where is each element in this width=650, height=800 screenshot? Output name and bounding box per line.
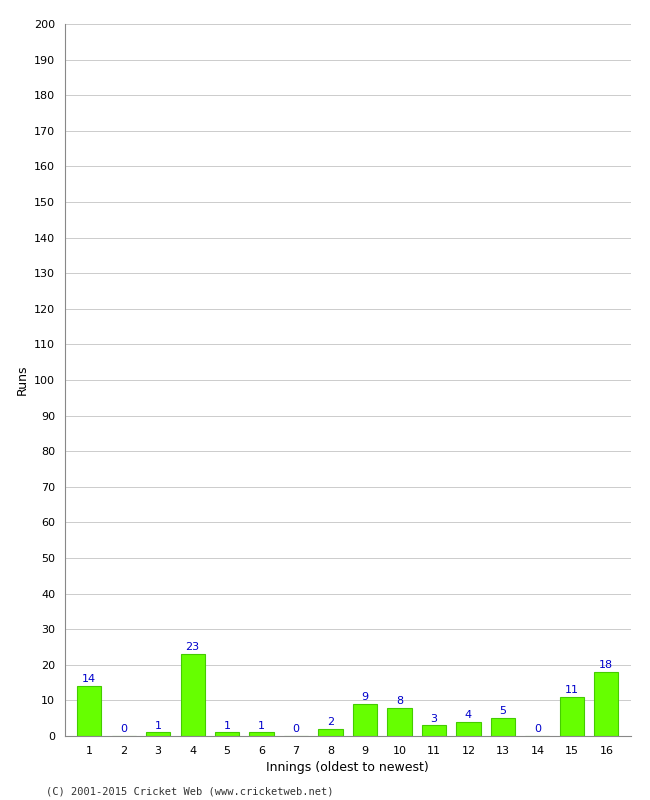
Bar [491, 718, 515, 736]
Text: 4: 4 [465, 710, 472, 720]
Bar [422, 726, 446, 736]
Text: 11: 11 [565, 685, 579, 695]
Bar [318, 729, 343, 736]
Bar [181, 654, 205, 736]
Text: 0: 0 [292, 724, 300, 734]
Text: 1: 1 [224, 721, 231, 730]
Text: 2: 2 [327, 717, 334, 727]
Text: 9: 9 [361, 692, 369, 702]
Text: 5: 5 [499, 706, 506, 717]
Text: 3: 3 [430, 714, 437, 723]
Bar [146, 733, 170, 736]
X-axis label: Innings (oldest to newest): Innings (oldest to newest) [266, 762, 429, 774]
Bar [387, 707, 411, 736]
Text: 18: 18 [599, 660, 614, 670]
Bar [215, 733, 239, 736]
Bar [77, 686, 101, 736]
Text: 0: 0 [534, 724, 541, 734]
Text: 8: 8 [396, 696, 403, 706]
Bar [560, 697, 584, 736]
Bar [456, 722, 480, 736]
Text: 0: 0 [120, 724, 127, 734]
Bar [353, 704, 377, 736]
Bar [250, 733, 274, 736]
Bar [594, 672, 618, 736]
Text: 1: 1 [155, 721, 162, 730]
Text: (C) 2001-2015 Cricket Web (www.cricketweb.net): (C) 2001-2015 Cricket Web (www.cricketwe… [46, 786, 333, 796]
Text: 23: 23 [185, 642, 200, 652]
Y-axis label: Runs: Runs [16, 365, 29, 395]
Text: 14: 14 [82, 674, 96, 684]
Text: 1: 1 [258, 721, 265, 730]
